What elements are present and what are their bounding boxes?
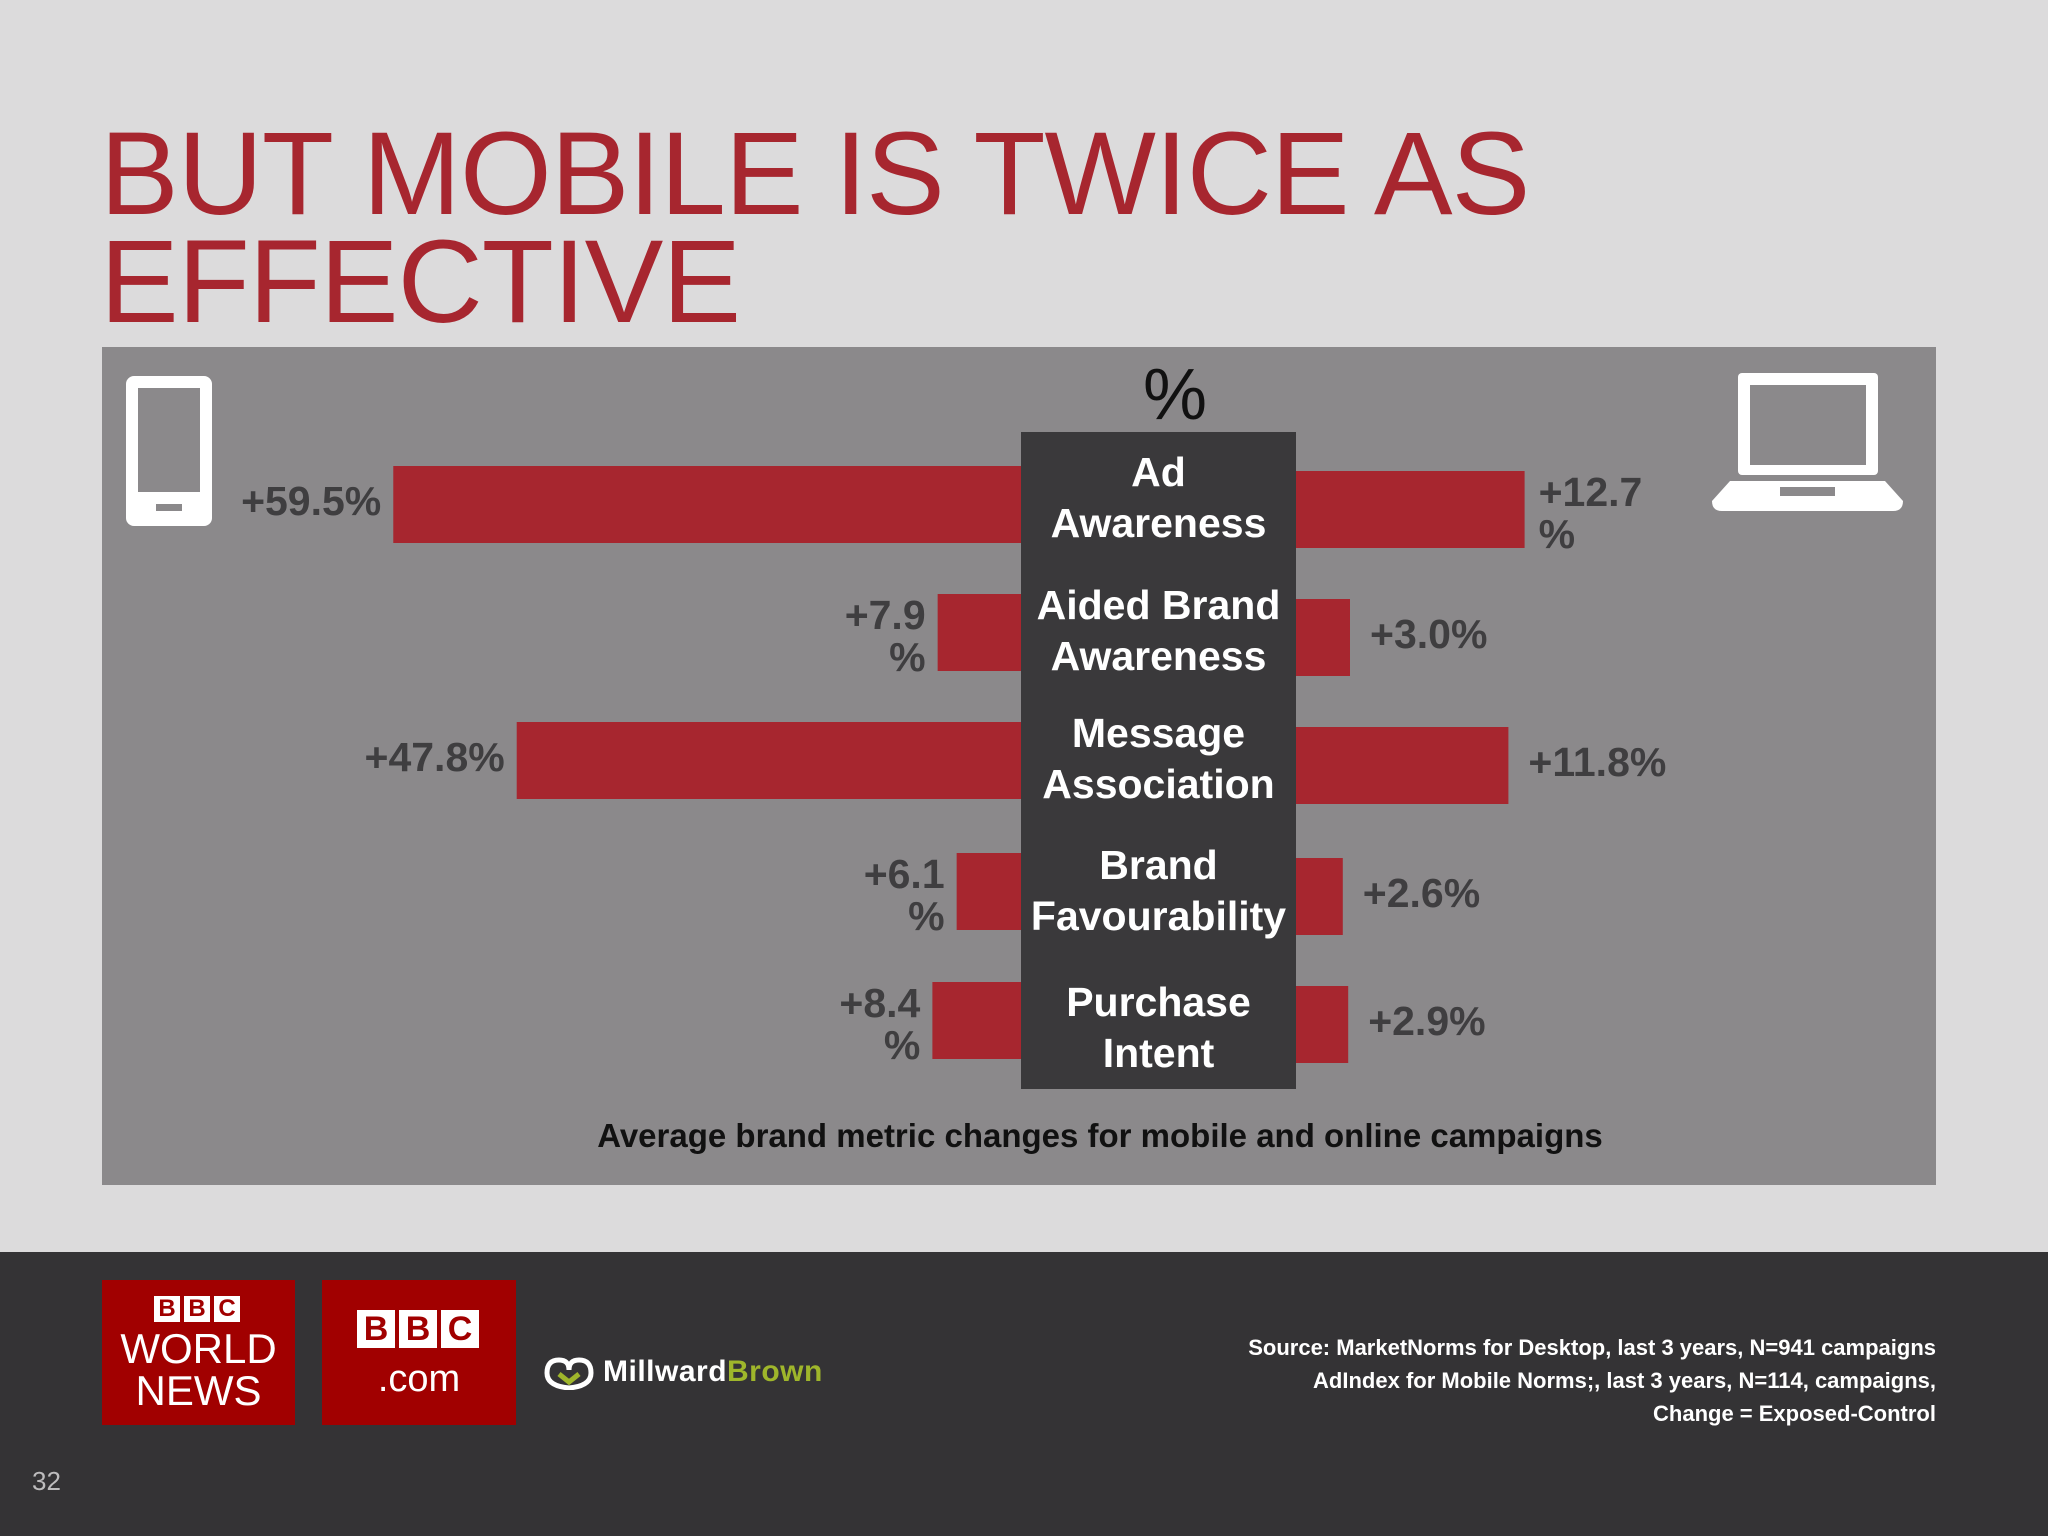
source-line: Source: MarketNorms for Desktop, last 3 …	[1248, 1335, 1936, 1360]
chart-caption: Average brand metric changes for mobile …	[597, 1117, 1603, 1154]
bbc-com-logo: B B C .com	[322, 1280, 516, 1425]
brown-text: Brown	[727, 1355, 823, 1388]
category-column	[1021, 432, 1296, 1089]
bbc-news-label: NEWS	[135, 1367, 262, 1414]
page-number: 32	[32, 1466, 61, 1496]
source-line: AdIndex for Mobile Norms;, last 3 years,…	[1313, 1368, 1936, 1393]
bbc-block: C	[441, 1310, 479, 1348]
slide-title: BUT MOBILE IS TWICE AS EFFECTIVE	[100, 108, 1530, 348]
mobile-value-label: +7.9 %	[844, 592, 926, 680]
laptop-icon	[1712, 373, 1903, 511]
unit-label: %	[1142, 355, 1208, 435]
bbc-block: C	[214, 1296, 240, 1322]
bbc-block: B	[154, 1296, 180, 1322]
mobile-value-label: +47.8%	[364, 734, 505, 780]
bbc-world-label: WORLD	[120, 1325, 277, 1372]
category-label-aided-brand-awareness: Aided Brand Awareness	[1036, 582, 1281, 679]
category-label-purchase-intent: Purchase Intent	[1066, 979, 1251, 1076]
bbc-block: B	[357, 1310, 395, 1348]
millward-text: Millward	[603, 1355, 728, 1388]
bbc-com-label: .com	[377, 1358, 461, 1400]
bbc-block: B	[399, 1310, 437, 1348]
online-value-label: +2.6%	[1362, 870, 1481, 916]
source-line: Change = Exposed-Control	[1653, 1401, 1936, 1426]
category-label-ad-awareness: Ad Awareness	[1050, 449, 1267, 546]
mobile-value-label: +59.5%	[241, 478, 382, 524]
source-note: Source: MarketNorms for Desktop, last 3 …	[1036, 1331, 1936, 1430]
bbc-world-news-logo: B B C WORLD NEWS	[102, 1280, 295, 1425]
mobile-value-label: +6.1 %	[863, 851, 945, 939]
bbc-block: B	[184, 1296, 210, 1322]
mobile-value-label: +8.4 %	[839, 980, 921, 1068]
mobile-phone-icon	[126, 376, 212, 526]
category-label-brand-favourability: Brand Favourability	[1030, 842, 1287, 939]
online-value-label: +12.7 %	[1538, 469, 1643, 557]
category-label-message-association: Message Association	[1042, 710, 1275, 807]
millward-brown-icon	[544, 1357, 594, 1390]
online-value-label: +3.0%	[1370, 611, 1488, 657]
online-value-label: +2.9%	[1368, 998, 1486, 1044]
online-value-label: +11.8%	[1528, 739, 1667, 785]
millward-brown-logo: MillwardBrown	[603, 1355, 823, 1389]
